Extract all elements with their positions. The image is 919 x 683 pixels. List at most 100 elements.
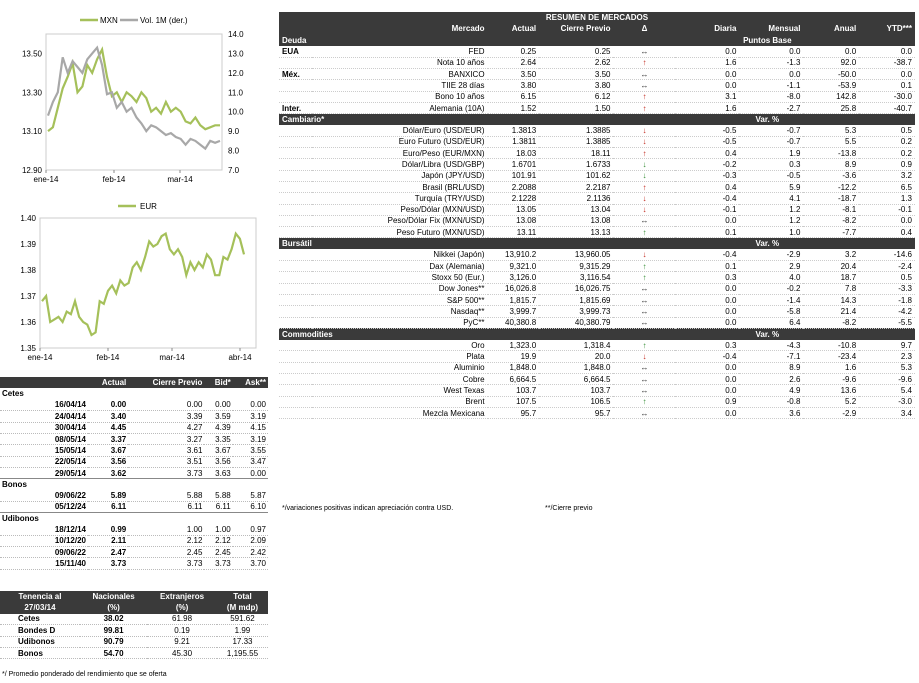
section-header: Deuda Puntos Base: [279, 34, 915, 46]
trend-arrow-icon: ↑: [613, 57, 676, 69]
rate-previo: 3.73: [128, 557, 205, 570]
var-mensual: 2.6: [739, 373, 804, 386]
value-previo: 3,999.73: [539, 305, 614, 318]
table-row: 09/06/22 5.89 5.88 5.88 5.87: [0, 489, 268, 502]
rate-actual: 3.67: [88, 444, 129, 457]
trend-arrow-icon: ↔: [613, 373, 676, 386]
rate-actual: 6.11: [88, 501, 129, 514]
var-ytd: 0.5: [859, 124, 915, 137]
rate-bid: 3.67: [204, 444, 233, 457]
var-diaria: -0.3: [675, 170, 740, 182]
trend-arrow-icon: ↑: [613, 91, 676, 103]
market-name: BANXICO: [312, 68, 488, 81]
table-row: Turquía (TRY/USD) 2.1228 2.1136 ↓ -0.4 4.1 -18…: [279, 192, 915, 205]
var-anual: 1.6: [803, 362, 860, 375]
var-anual: -8.2: [803, 215, 860, 228]
var-mensual: -0.2: [739, 283, 804, 295]
pct-nacionales: 38.02: [80, 613, 148, 626]
rate-bid: 4.39: [204, 422, 233, 434]
var-ytd: 3.4: [859, 407, 915, 420]
value-actual: 1,848.0: [487, 362, 540, 375]
value-previo: 0.25: [539, 45, 614, 58]
instrument-name: Udibonos: [0, 636, 80, 648]
var-diaria: 0.0: [675, 317, 740, 329]
rate-bid: 3.59: [204, 410, 233, 423]
col-ytd: YTD***: [859, 23, 915, 35]
value-previo: 13,960.05: [539, 249, 614, 262]
var-mensual: 2.9: [739, 260, 804, 273]
section-unit: Var. %: [675, 328, 860, 340]
var-ytd: 5.4: [859, 384, 915, 397]
plot-area: [45, 33, 223, 171]
var-mensual: 3.6: [739, 407, 804, 420]
var-anual: -12.2: [803, 181, 860, 194]
rate-previo: 6.11: [128, 501, 205, 514]
x-tick: mar-14: [167, 175, 193, 184]
col-mercado: Mercado: [312, 23, 488, 35]
legend-label-mxn: MXN: [100, 16, 118, 25]
var-diaria: -0.4: [675, 249, 740, 262]
var-anual: 13.6: [803, 384, 860, 397]
region-label: [279, 283, 313, 295]
total-mmdp: 1.99: [216, 624, 268, 637]
tenencia-title: Tenencia al: [18, 592, 62, 602]
var-anual: 20.4: [803, 260, 860, 273]
var-anual: 8.9: [803, 158, 860, 171]
var-diaria: 0.0: [675, 373, 740, 386]
rate-previo: 3.51: [128, 456, 205, 468]
market-name: Nasdaq**: [312, 305, 488, 318]
trend-arrow-icon: ↓: [613, 350, 676, 363]
header-ask: Ask**: [245, 378, 266, 388]
value-previo: 6.12: [539, 91, 614, 103]
table-row: Méx. BANXICO 3.50 3.50 ↔ 0.0 0.0 -50.0 0.0: [279, 68, 915, 81]
market-name: Brasil (BRL/USD): [312, 181, 488, 194]
value-actual: 1,815.7: [487, 294, 540, 307]
trend-arrow-icon: ↔: [613, 45, 676, 58]
rates-header: Actual Cierre Previo Bid* Ask**: [0, 377, 268, 389]
var-anual: -8.2: [803, 317, 860, 329]
table-row: West Texas 103.7 103.7 ↔ 0.0 4.9 13.6 5.4: [279, 384, 915, 397]
market-name: Peso/Dólar (MXN/USD): [312, 204, 488, 216]
var-diaria: 0.1: [675, 226, 740, 239]
market-name: Euro Futuro (USD/EUR): [312, 136, 488, 149]
market-name: West Texas: [312, 384, 488, 397]
rate-bid: 3.63: [204, 467, 233, 480]
var-mensual: 8.9: [739, 362, 804, 375]
table-row: Japón (JPY/USD) 101.91 101.62 ↓ -0.3 -0.5 -3.6…: [279, 170, 915, 182]
var-anual: -9.6: [803, 373, 860, 386]
section-title: Commodities: [279, 328, 676, 340]
y-tick: 1.39: [20, 240, 36, 249]
market-name: Peso Futuro (MXN/USD): [312, 226, 488, 239]
var-anual: -7.7: [803, 226, 860, 239]
table-row: Bono 10 años 6.15 6.12 ↑ 3.1 -8.0 142.8 -30.0: [279, 91, 915, 103]
table-row: 05/12/24 6.11 6.11 6.11 6.10: [0, 501, 268, 514]
rate-previo: 3.73: [128, 467, 205, 480]
trend-arrow-icon: ↔: [613, 305, 676, 318]
var-mensual: -0.5: [739, 170, 804, 182]
value-actual: 95.7: [487, 407, 540, 420]
table-row: Nasdaq** 3,999.7 3,999.73 ↔ 0.0 -5.8 21.4 -4.2: [279, 305, 915, 318]
value-actual: 3.50: [487, 68, 540, 81]
var-mensual: -1.1: [739, 79, 804, 92]
tenencia-unit-nac: (%): [107, 603, 120, 613]
trend-arrow-icon: ↔: [613, 68, 676, 81]
rate-actual: 3.73: [88, 557, 129, 570]
rate-ask: 3.70: [232, 557, 268, 570]
var-anual: -13.8: [803, 147, 860, 160]
market-name: Euro/Peso (EUR/MXN): [312, 147, 488, 160]
y-tick-left: 13.10: [22, 127, 43, 136]
table-row: Brent 107.5 106.5 ↑ 0.9 -0.8 5.2 -3.0: [279, 396, 915, 408]
value-previo: 3.80: [539, 79, 614, 92]
var-ytd: 6.5: [859, 181, 915, 194]
region-label: [279, 396, 313, 408]
var-anual: -23.4: [803, 350, 860, 363]
table-row: Peso Futuro (MXN/USD) 13.11 13.13 ↑ 0.1 1.0 -7…: [279, 226, 915, 239]
rate-bid: 1.00: [204, 523, 233, 536]
trend-arrow-icon: ↑: [613, 260, 676, 273]
rate-bid: 2.45: [204, 546, 233, 559]
table-row: Mezcla Mexicana 95.7 95.7 ↔ 0.0 3.6 -2.9 3.4: [279, 407, 915, 420]
section-unit: Puntos Base: [675, 34, 860, 46]
maturity-date: 16/04/14: [0, 399, 88, 412]
value-actual: 3,126.0: [487, 271, 540, 284]
value-actual: 103.7: [487, 384, 540, 397]
